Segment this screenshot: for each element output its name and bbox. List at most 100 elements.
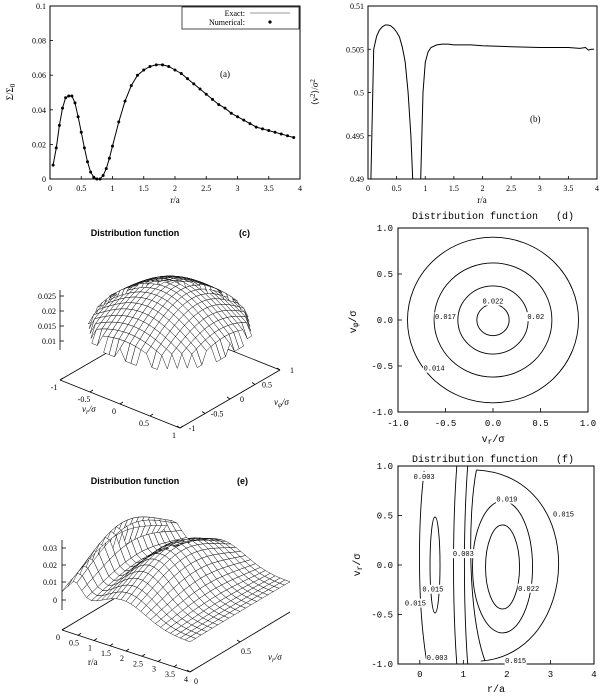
x-tick-label: 3 [236,184,240,193]
panel-a-legend: Exact: Numerical: [181,6,300,30]
surface-cell [89,317,101,334]
x-tick-label: 1 [88,644,92,653]
numerical-point [51,163,55,167]
panel-e-yticks: 0.50 [186,639,251,686]
y-tick-label: 0.5 [241,647,251,656]
x-tick-label: 1.5 [449,184,459,193]
panel-b-frame [367,5,598,180]
numerical-point [198,87,202,91]
numerical-point [192,82,196,86]
z-tick-label: 0.02 [42,307,56,316]
y-tick-label: 0.51 [350,2,364,11]
x-tick-label: 3.5 [165,670,175,679]
panel-c-ylabel: vφ/σ [274,397,289,409]
x-tick-label: 2 [481,184,485,193]
x-tick-label: 3 [538,184,542,193]
numerical-point [292,135,296,139]
surface-cell [161,348,173,370]
x-tick-mark [141,653,146,657]
x-tick-label: 2.5 [201,184,211,193]
y-tick-label: -0.5 [211,410,224,419]
y-tick-label: 0.02 [32,140,46,149]
x-tick-label: 2 [120,654,124,663]
panel-d: Distribution function (d) -1.0 -0.5 0.0 0.5… [348,211,596,447]
numerical-point [95,177,99,181]
contour-label-bg [524,312,547,322]
panel-c-title: Distribution function [91,228,179,238]
panel-b-ylabel: ⟨v2⟩/σ2 [309,79,320,105]
numerical-point [217,103,221,107]
contour-label: 0.015 [422,587,443,595]
z-tick-label: 0.03 [43,544,57,553]
numerical-point [104,167,108,171]
panel-e-zticks: 0.03 0.02 0.01 0 [43,544,66,605]
y-tick-label: 0.0 [377,316,393,326]
y-tick-label: 0.5 [354,89,364,98]
panel-f-contour-labels: 0.003 0.003 0.003 0.019 0.015 0.015 0.022 0.015… [404,471,575,666]
contour-line [453,465,458,665]
x-tick-label: 0.5 [392,184,402,193]
x-tick-mark [59,377,64,381]
x-tick-label: -1 [51,383,58,392]
contour-ring [476,303,510,337]
numerical-point [286,134,289,138]
contour-label: 0.003 [427,655,448,663]
y-tick-mark [226,396,231,400]
panel-b-xticks: 0 0.5 1 1.5 2 2.5 3 3.5 4 [366,176,599,193]
x-tick-label: 4 [298,184,302,193]
x-tick-mark [173,664,178,668]
numerical-point [148,65,152,69]
panel-b-yticks: 0.49 0.495 0.5 0.505 0.51 [346,2,371,184]
x-tick-label: -1.0 [387,419,409,429]
panel-c-xlabel: vr/σ [82,404,96,416]
x-tick-mark [61,627,66,631]
numerical-point [76,115,80,119]
panel-d-title: Distribution function [412,211,538,223]
numerical-point [161,63,164,67]
panel-e-xlabel: r/a [88,657,98,667]
contour-line [463,465,469,665]
legend-exact-label: Exact: [225,9,245,18]
numerical-point [64,96,68,100]
x-tick-label: 1.5 [101,649,111,658]
numerical-point [142,68,146,72]
x-tick-label: 0 [417,670,422,680]
numerical-point [154,63,158,67]
x-tick-label: 0.5 [69,638,79,647]
contour-line [429,516,441,614]
surface-cell [171,347,183,370]
x-tick-label: 4 [595,184,599,193]
contour-line [472,500,533,634]
surface-cell [151,350,163,370]
panel-c-zticks: 0.025 0.02 0.015 0.01 [38,292,64,346]
panel-f-ylabel: vr/σ [352,554,365,577]
numerical-point [129,84,133,88]
contour-label: 0.015 [505,658,526,666]
contour-label: 0.015 [405,601,426,609]
numerical-point [267,129,271,133]
contour-label: 0.015 [553,512,574,520]
panel-d-xlabel: vr/σ [482,434,505,447]
contour-label-bg [495,494,518,504]
x-tick-mark [149,413,154,417]
y-tick-label: 0.5 [262,381,272,390]
surface-cell [184,636,197,643]
panel-d-tag: (d) [556,211,574,223]
x-tick-label: 1.0 [580,419,596,429]
numerical-point [229,111,233,115]
panel-c: Distribution function (c) 0.025 0.02 0.015… [38,228,294,440]
surface-cell [210,342,222,363]
contour-label-bg [452,549,475,559]
numerical-point [242,118,246,122]
panel-f: Distribution function (f) 0 1 2 3 4 -1.0 -0.5… [352,454,597,696]
contour-line [419,470,427,660]
x-tick-label: 0.5 [139,419,149,428]
panel-c-tag: (c) [239,228,250,238]
contour-line [485,524,520,610]
x-tick-label: 0.5 [76,184,86,193]
panel-e-xticks: 0 0.5 1 1.5 2 2.5 3 3.5 4 [56,627,194,684]
x-tick-mark [179,425,184,429]
x-tick-label: 3 [548,670,553,680]
panel-c-xticks: -1 -0.5 0 0.5 1 [51,377,184,440]
